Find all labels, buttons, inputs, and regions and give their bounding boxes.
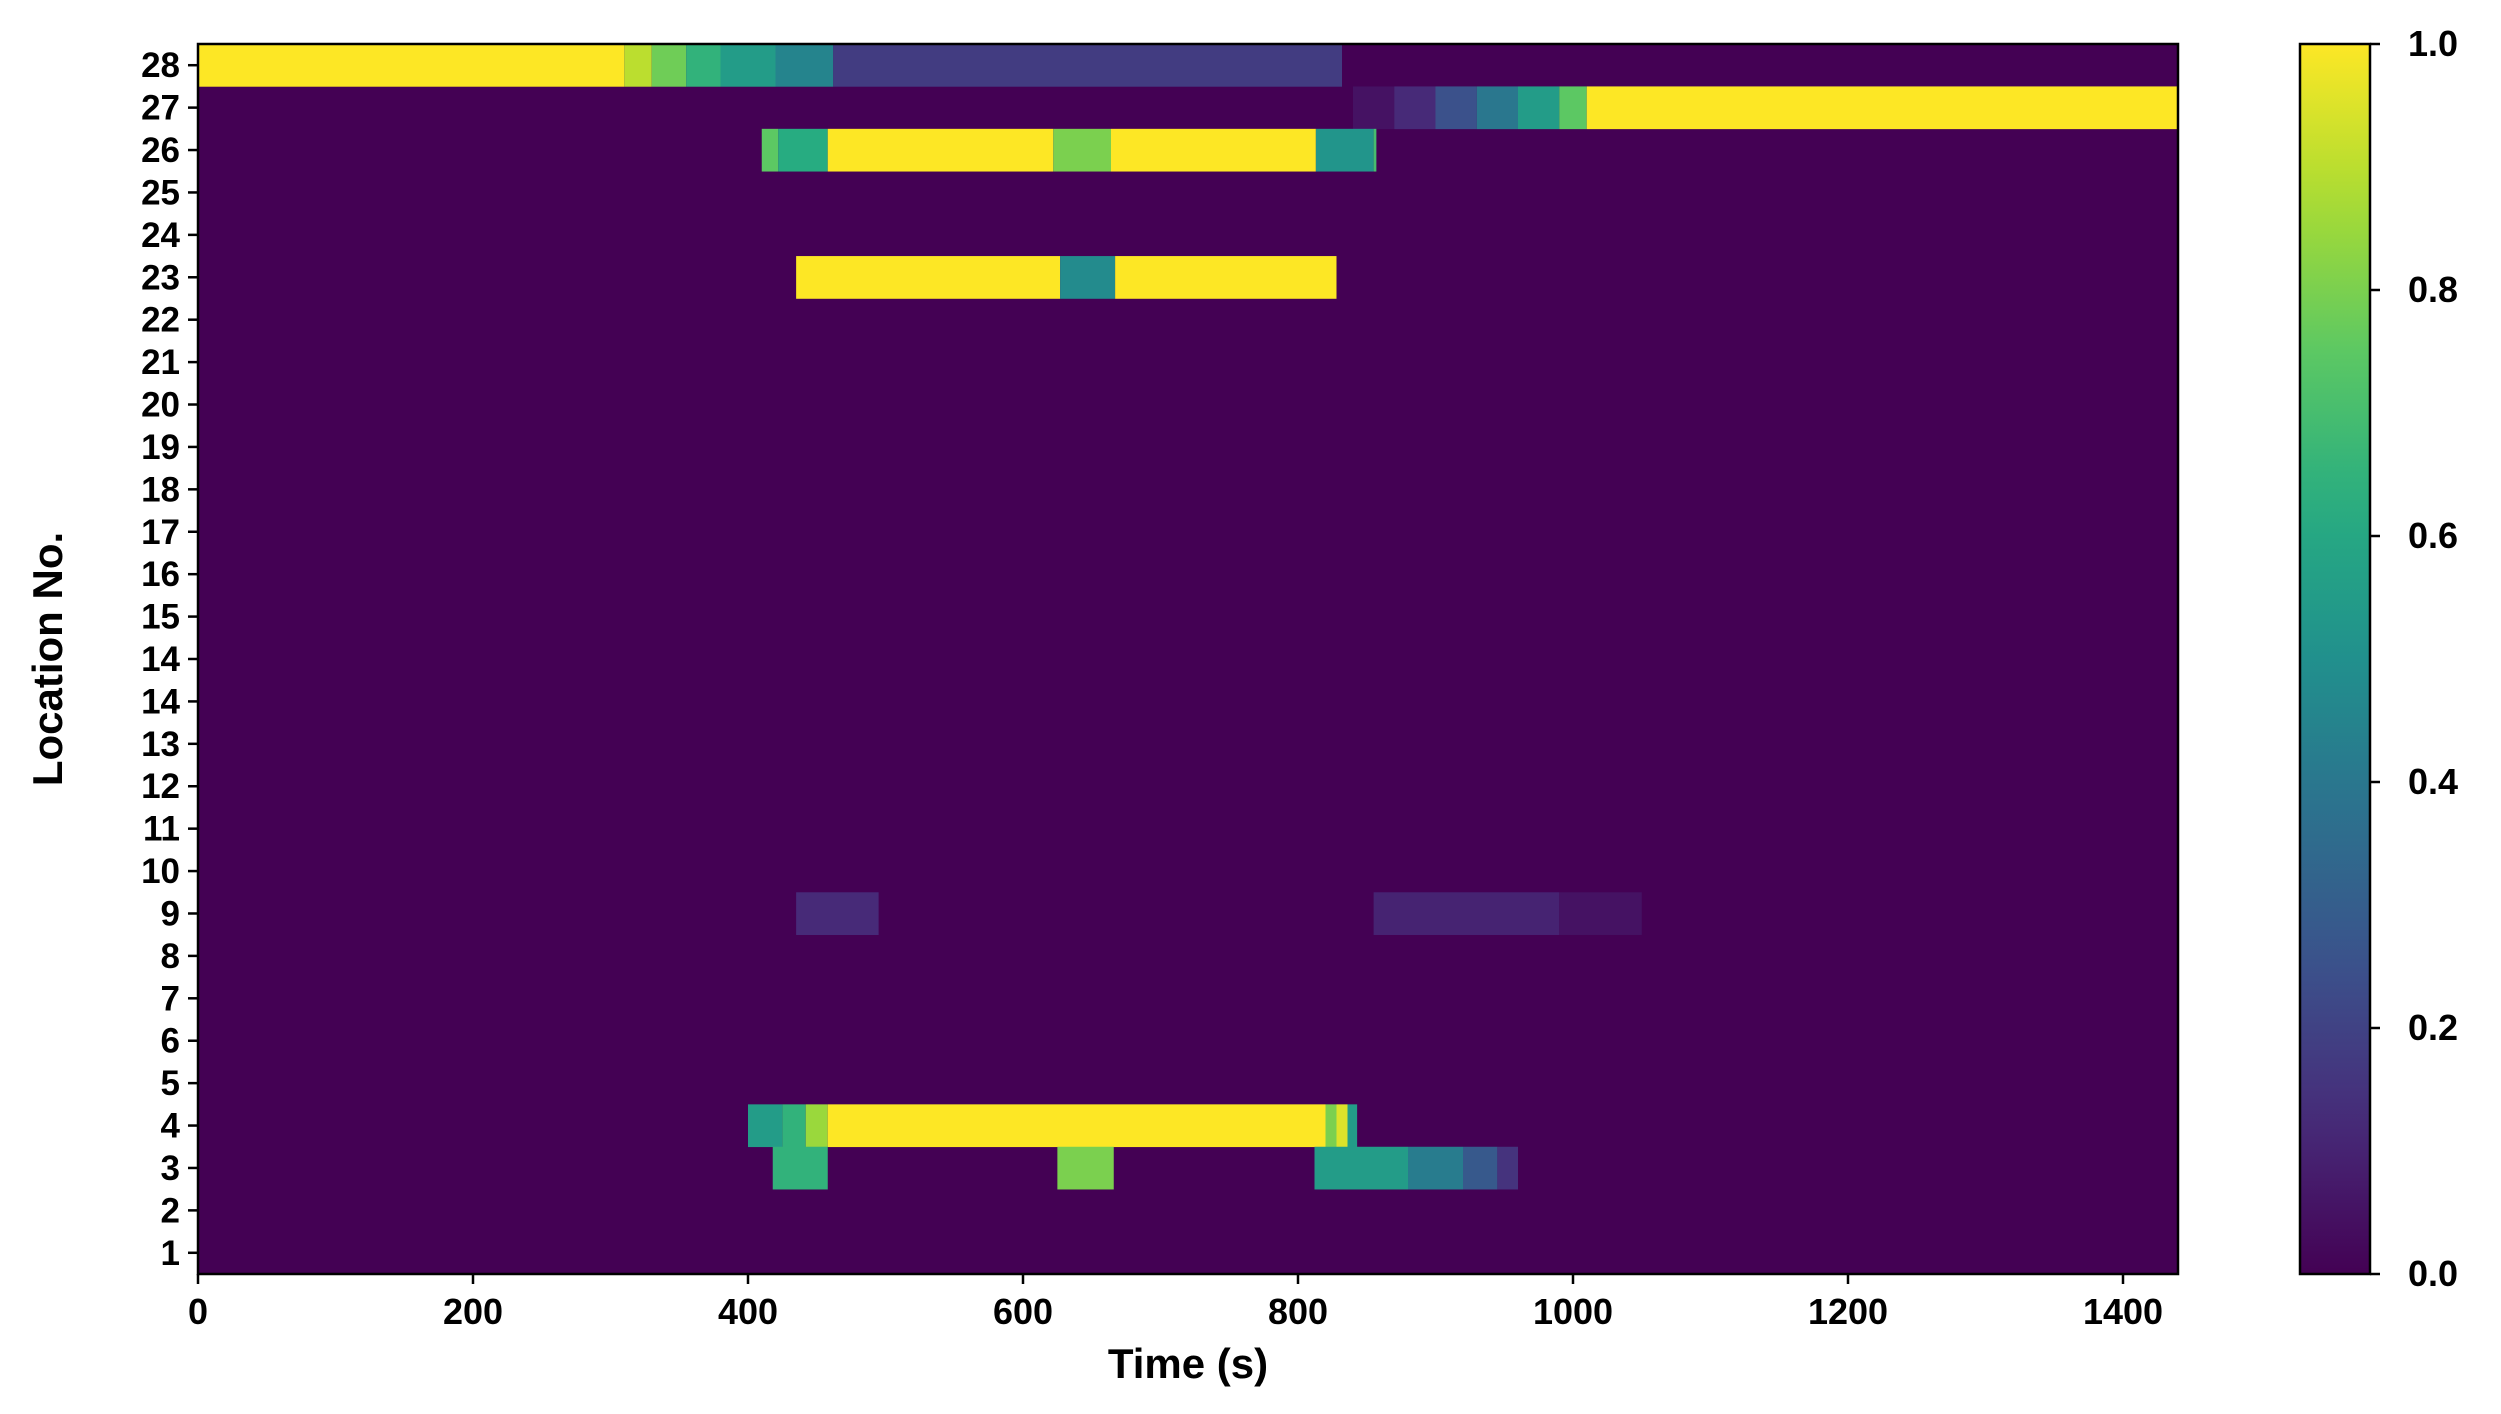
- y-tick-label: 24: [141, 216, 180, 255]
- heatmap-cell: [748, 1104, 783, 1148]
- heatmap-cell: [761, 128, 779, 172]
- y-tick-label: 20: [141, 386, 180, 425]
- axes: 0 200 400 600 800 1000 1200 1400123456789101112…: [141, 42, 2180, 1332]
- colorbar: 0.0 0.2 0.4 0.6 0.8 1.0: [2298, 23, 2458, 1294]
- heatmap-cell: [775, 44, 834, 87]
- y-tick-label: 19: [141, 428, 180, 467]
- heatmap-cell: [1518, 86, 1560, 130]
- x-axis-title: Time (s): [1108, 1340, 1268, 1387]
- y-tick-label: 3: [161, 1149, 180, 1188]
- y-tick-label: 28: [141, 46, 180, 85]
- y-tick-label: 23: [141, 258, 180, 297]
- y-tick-label: 4: [161, 1107, 181, 1146]
- x-tick-label: 0: [188, 1291, 208, 1332]
- heatmap-cell: [1463, 1146, 1498, 1190]
- y-tick-label: 27: [141, 89, 180, 128]
- heatmap-cell: [720, 44, 776, 87]
- heatmap-cell: [1394, 86, 1436, 130]
- heatmap-cell: [1347, 1104, 1358, 1148]
- colorbar-tick-label: 0.4: [2408, 761, 2458, 802]
- y-tick-label: 10: [141, 852, 180, 891]
- heatmap-cell: [1373, 128, 1377, 172]
- y-tick-label: 11: [143, 810, 180, 849]
- y-tick-label: 17: [141, 513, 180, 552]
- y-tick-label: 6: [161, 1022, 180, 1061]
- heatmap-cell: [1353, 86, 1395, 130]
- plot-area: [198, 44, 2178, 1274]
- heatmap-cell: [651, 44, 687, 87]
- y-tick-label: 2: [161, 1191, 180, 1230]
- x-tick-label: 600: [993, 1291, 1053, 1332]
- x-tick-label: 800: [1268, 1291, 1328, 1332]
- y-tick-label: 7: [161, 979, 180, 1018]
- x-tick-label: 1400: [2083, 1291, 2163, 1332]
- heatmap-cell: [1559, 86, 1587, 130]
- heatmap-cell: [772, 1146, 828, 1190]
- heatmap-background: [198, 44, 2178, 1274]
- y-tick-label: 8: [161, 937, 180, 976]
- heatmap-cell: [624, 44, 652, 87]
- y-tick-label: 14: [141, 682, 180, 721]
- heatmap-cell: [1373, 892, 1560, 935]
- heatmap-cell: [1315, 128, 1374, 172]
- heatmap-cell: [1314, 1146, 1408, 1190]
- heatmap-cell: [778, 128, 828, 172]
- colorbar-gradient: [2298, 42, 2372, 1276]
- heatmap-cell: [1586, 86, 2178, 130]
- heatmap-cell: [1476, 86, 1518, 130]
- heatmap-cell: [782, 1104, 806, 1148]
- y-tick-label: 21: [141, 343, 180, 382]
- y-tick-label: 18: [141, 470, 180, 509]
- y-tick-label: 25: [141, 173, 180, 212]
- heatmap-cell: [1497, 1146, 1518, 1190]
- heatmap-cell: [1111, 128, 1316, 172]
- heatmap-cell: [833, 44, 1342, 87]
- colorbar-tick-label: 0.0: [2408, 1253, 2458, 1294]
- heatmap-cell: [1559, 892, 1642, 935]
- heatmap-cell: [1435, 86, 1477, 130]
- colorbar-tick-label: 0.8: [2408, 269, 2458, 310]
- colorbar-tick-label: 0.2: [2408, 1007, 2458, 1048]
- heatmap-cells: [198, 44, 2178, 1190]
- heatmap-cell: [1053, 128, 1111, 172]
- heatmap-cell: [1115, 256, 1337, 299]
- heatmap-cell: [198, 44, 625, 87]
- y-tick-label: 13: [141, 725, 180, 764]
- x-tick-label: 400: [718, 1291, 778, 1332]
- y-tick-label: 22: [141, 301, 180, 340]
- x-tick-label: 1000: [1533, 1291, 1613, 1332]
- y-tick-label: 5: [161, 1064, 180, 1103]
- y-tick-label: 12: [141, 767, 180, 806]
- heatmap-cell: [796, 892, 879, 935]
- colorbar-tick-label: 1.0: [2408, 23, 2458, 64]
- y-tick-label: 1: [161, 1234, 180, 1273]
- x-tick-label: 200: [443, 1291, 503, 1332]
- heatmap-cell: [796, 256, 1061, 299]
- heatmap-cell: [1408, 1146, 1463, 1190]
- heatmap-cell: [827, 1104, 1326, 1148]
- y-tick-label: 26: [141, 131, 180, 170]
- y-tick-label: 16: [141, 555, 180, 594]
- heatmap-cell: [1336, 1104, 1348, 1148]
- y-tick-label: 9: [161, 894, 180, 933]
- heatmap-cell: [805, 1104, 828, 1148]
- y-tick-label: 15: [141, 598, 180, 637]
- heatmap-cell: [1060, 256, 1116, 299]
- heatmap-cell: [827, 128, 1054, 172]
- x-tick-label: 1200: [1808, 1291, 1888, 1332]
- heatmap-cell: [1057, 1146, 1114, 1190]
- y-axis-title: Location No.: [24, 532, 71, 786]
- colorbar-tick-label: 0.6: [2408, 515, 2458, 556]
- heatmap-cell: [686, 44, 721, 87]
- heatmap-cell: [1325, 1104, 1337, 1148]
- y-tick-label: 14: [141, 640, 180, 679]
